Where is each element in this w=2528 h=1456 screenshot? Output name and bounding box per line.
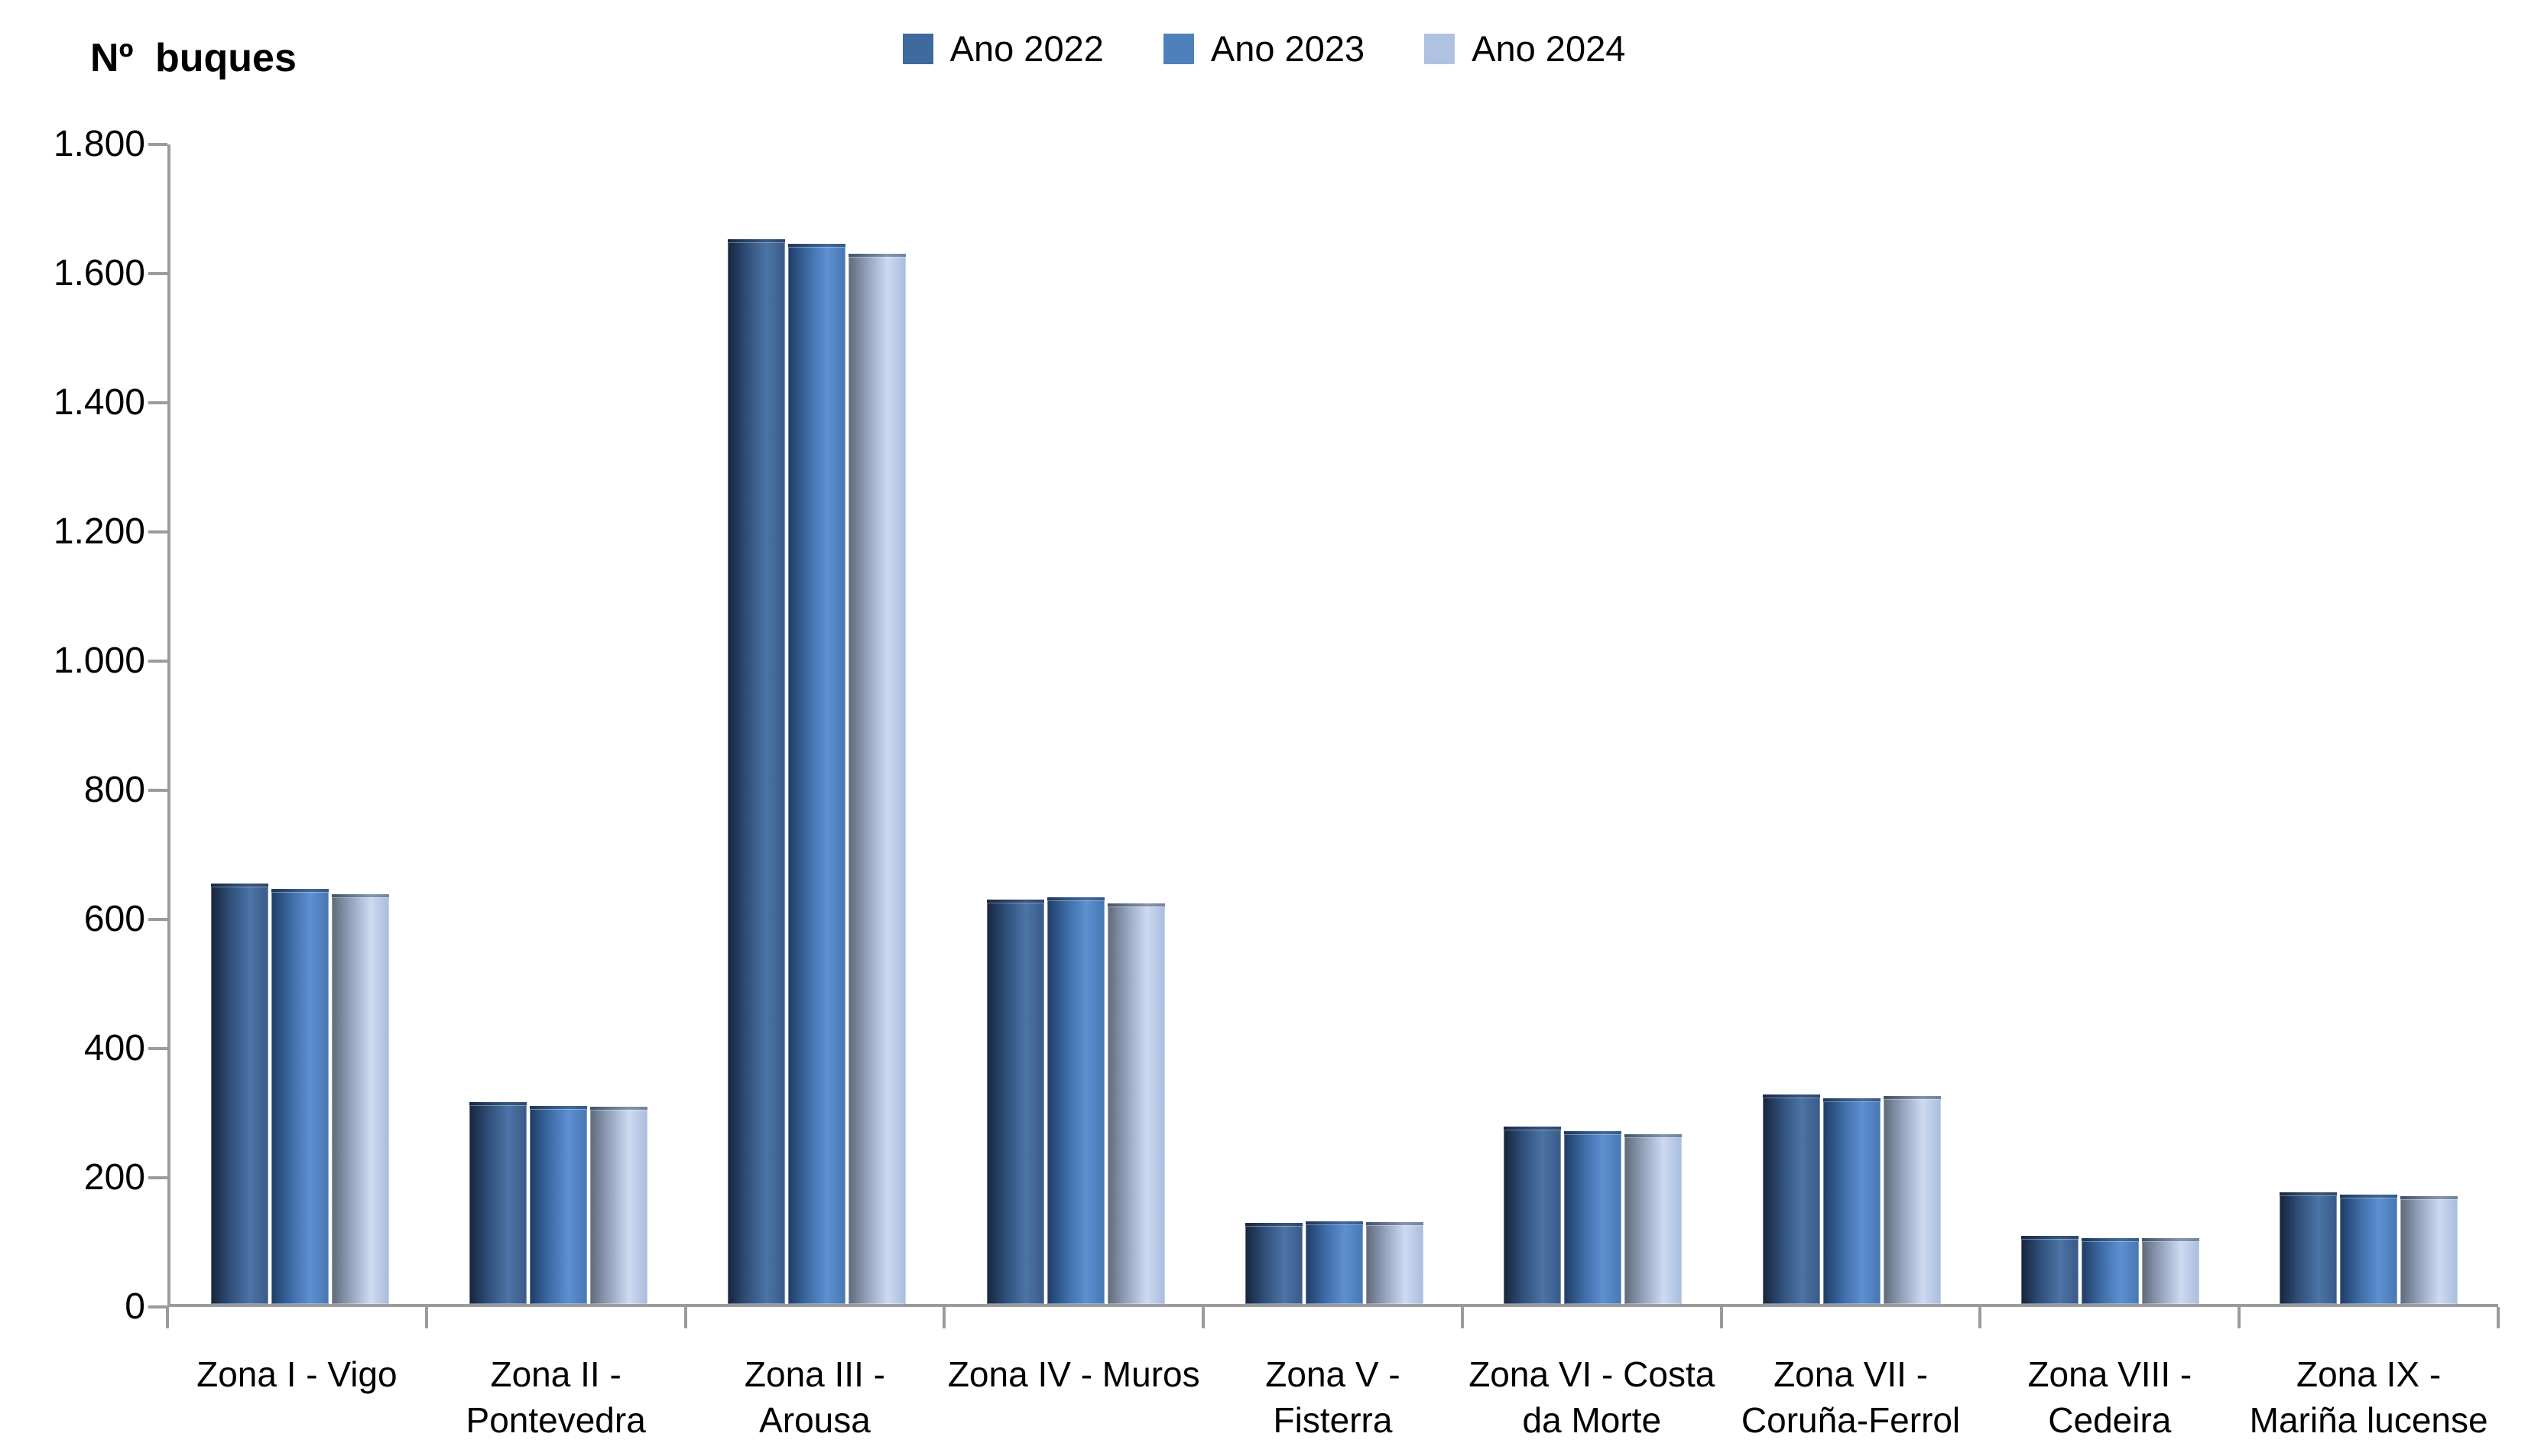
bar-ano-2023	[788, 244, 846, 1304]
legend-label-ano-2024: Ano 2024	[1472, 28, 1626, 69]
category-slot-8	[1981, 144, 2239, 1304]
category-slot-4	[946, 144, 1205, 1304]
bar-group	[2278, 144, 2459, 1304]
bar-group	[468, 144, 649, 1304]
x-axis-tick	[2497, 1307, 2500, 1328]
category-slot-6	[1464, 144, 1722, 1304]
y-axis-label: 1.800	[53, 124, 145, 164]
plot-area	[167, 144, 2498, 1307]
bar-ano-2022	[210, 883, 268, 1304]
legend-label-ano-2023: Ano 2023	[1210, 28, 1365, 69]
y-axis-tick	[148, 143, 167, 146]
y-axis-tick	[148, 918, 167, 921]
x-axis-tick	[683, 1307, 687, 1328]
bar-ano-2024	[1883, 1096, 1941, 1304]
x-axis-tick	[1719, 1307, 1723, 1328]
x-axis-category-label: Zona II - Pontevedra	[466, 1354, 646, 1440]
x-axis-category-label: Zona IX - Mariña lucense	[2249, 1354, 2488, 1440]
legend-label-ano-2022: Ano 2022	[949, 28, 1104, 69]
category-slot-9	[2240, 144, 2498, 1304]
bar-ano-2022	[1245, 1223, 1303, 1304]
bar-ano-2022	[2280, 1192, 2338, 1304]
y-axis-tick	[148, 1305, 167, 1308]
legend-swatch-ano-2022-icon	[902, 33, 933, 64]
bar-ano-2022	[469, 1102, 527, 1304]
y-axis-label: 800	[83, 770, 145, 810]
bar-ano-2024	[2141, 1238, 2199, 1304]
y-axis-label: 0	[125, 1286, 145, 1327]
bar-ano-2024	[1624, 1133, 1683, 1304]
bar-ano-2022	[2021, 1235, 2079, 1304]
x-axis-tick	[2238, 1307, 2241, 1328]
bar-group	[209, 144, 391, 1304]
x-axis-tick	[166, 1307, 169, 1328]
y-axis-tick	[148, 530, 167, 533]
x-axis-category-label: Zona V - Fisterra	[1265, 1354, 1400, 1440]
bar-group	[1502, 144, 1683, 1304]
x-axis-tick	[943, 1307, 946, 1328]
bar-ano-2024	[1365, 1222, 1423, 1304]
y-axis-tick	[148, 1047, 167, 1050]
legend: Ano 2022 Ano 2023 Ano 2024	[0, 28, 2528, 70]
y-axis-label: 1.200	[53, 511, 145, 552]
x-axis-tick	[1978, 1307, 1982, 1328]
category-slot-3	[688, 144, 946, 1304]
x-axis-category-label: Zona I - Vigo	[196, 1354, 398, 1394]
y-axis-tick	[148, 660, 167, 663]
y-axis-label: 600	[83, 899, 145, 939]
legend-swatch-ano-2023-icon	[1163, 33, 1194, 64]
y-axis-tick	[148, 401, 167, 404]
bar-ano-2022	[1504, 1126, 1562, 1304]
bar-ano-2024	[589, 1107, 647, 1304]
bar-ano-2023	[2340, 1194, 2398, 1304]
legend-item-ano-2023: Ano 2023	[1163, 28, 1365, 70]
bar-group	[726, 144, 907, 1304]
bar-ano-2022	[728, 239, 786, 1304]
y-axis-tick	[148, 789, 167, 792]
x-axis-category-label: Zona VIII - Cedeira	[2027, 1354, 2192, 1440]
x-axis-category-label: Zona III - Arousa	[744, 1354, 885, 1440]
category-slot-5	[1205, 144, 1463, 1304]
bar-ano-2023	[271, 889, 329, 1304]
x-axis-tick	[424, 1307, 428, 1328]
y-axis-label: 1.000	[53, 640, 145, 681]
bar-group	[985, 144, 1167, 1304]
bar-ano-2022	[1762, 1094, 1820, 1304]
y-axis-label: 400	[83, 1028, 145, 1068]
category-slot-1	[170, 144, 429, 1304]
legend-item-ano-2024: Ano 2024	[1424, 28, 1625, 70]
legend-item-ano-2022: Ano 2022	[902, 28, 1104, 70]
y-axis-label: 200	[83, 1157, 145, 1198]
legend-swatch-ano-2024-icon	[1424, 33, 1455, 64]
bar-ano-2023	[530, 1105, 587, 1304]
x-axis-category-label: Zona VI - Costa da Morte	[1468, 1354, 1715, 1440]
y-axis-label: 1.400	[53, 382, 145, 423]
y-axis-label: 1.600	[53, 253, 145, 293]
bar-ano-2022	[986, 899, 1044, 1304]
chart-title: Nº buques	[90, 36, 297, 80]
bar-group	[1244, 144, 1425, 1304]
bar-ano-2023	[1047, 897, 1105, 1304]
bar-group	[1761, 144, 1942, 1304]
x-axis-category-label: Zona IV - Muros	[947, 1354, 1200, 1394]
x-axis-category-label: Zona VII - Coruña-Ferrol	[1741, 1354, 1961, 1440]
bar-ano-2024	[331, 894, 389, 1304]
bar-ano-2023	[1306, 1221, 1363, 1304]
bar-ano-2023	[2081, 1238, 2139, 1304]
bar-ano-2023	[1564, 1130, 1622, 1304]
x-axis-tick	[1460, 1307, 1464, 1328]
y-axis-tick	[148, 1176, 167, 1179]
y-axis-tick	[148, 272, 167, 275]
category-slot-2	[429, 144, 687, 1304]
bar-group	[2020, 144, 2201, 1304]
bar-ano-2024	[849, 253, 907, 1304]
category-slot-7	[1722, 144, 1981, 1304]
bar-ano-2024	[1107, 903, 1165, 1304]
bar-ano-2024	[2400, 1195, 2458, 1304]
x-axis-tick	[1202, 1307, 1206, 1328]
bar-ano-2023	[1822, 1098, 1881, 1304]
